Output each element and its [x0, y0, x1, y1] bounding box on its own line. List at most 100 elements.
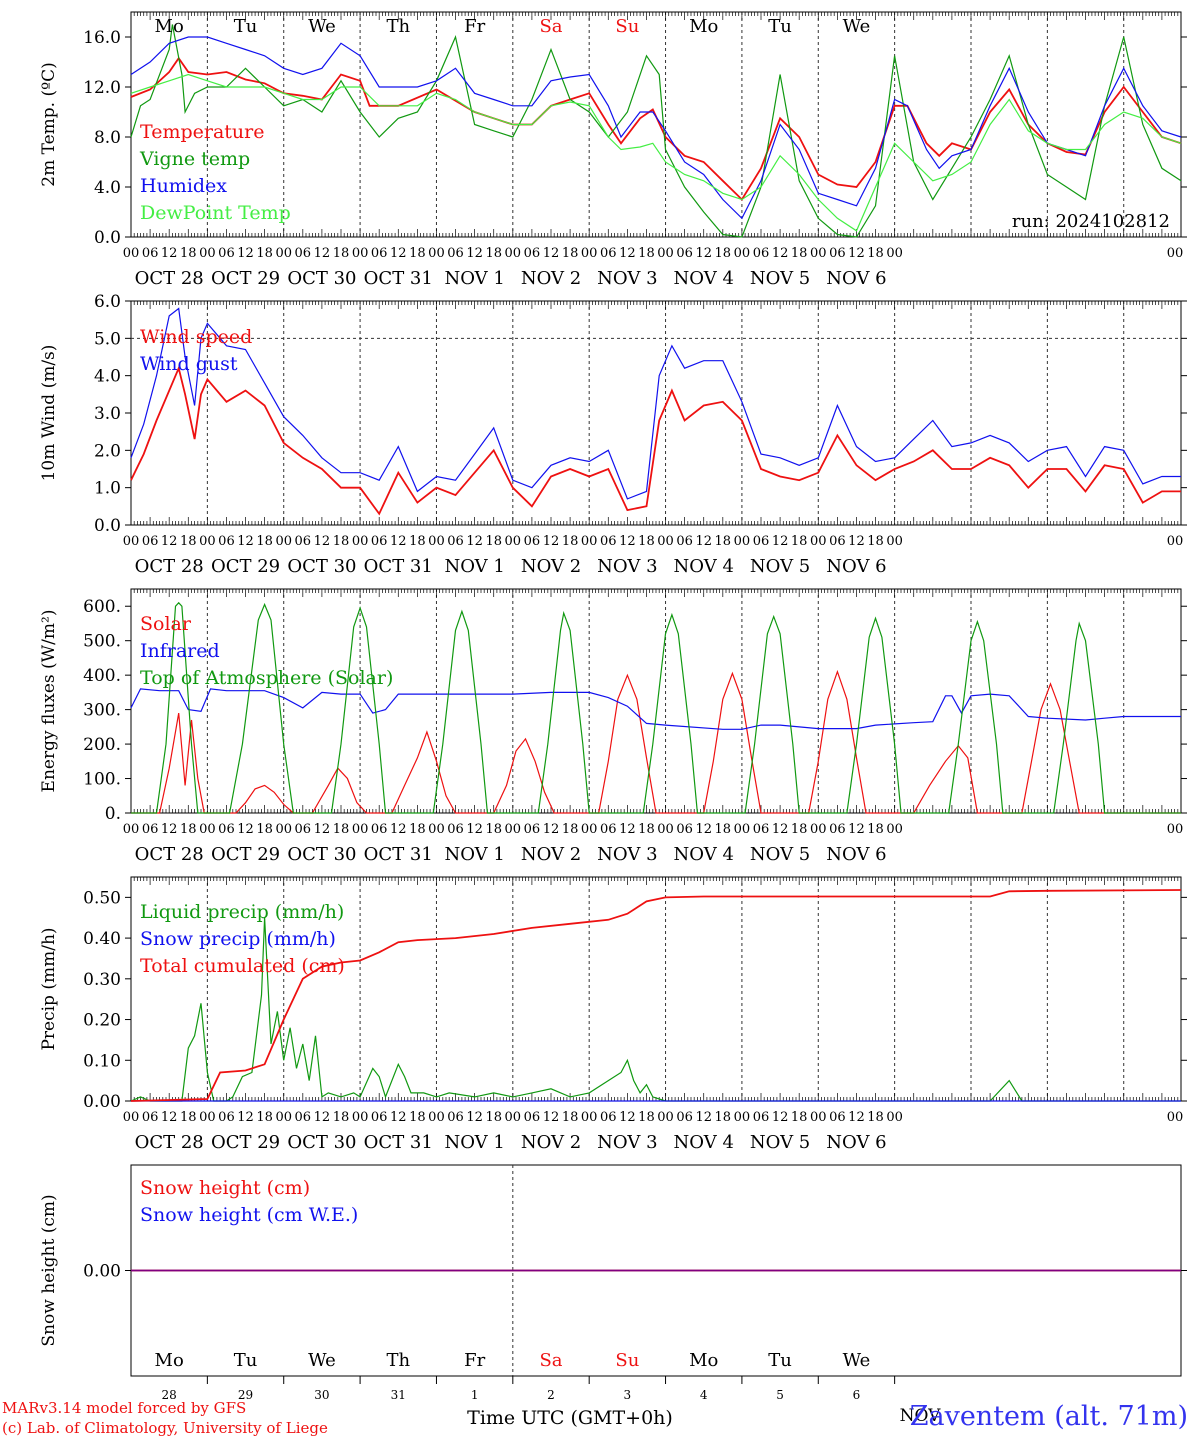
x-hour-label: 06 [218, 1110, 235, 1125]
x-hour-label: 18 [180, 246, 197, 261]
x-hour-label: 00 [275, 246, 292, 261]
x-hour-label: 12 [161, 534, 178, 549]
x-hour-label: 06 [142, 1110, 159, 1125]
month-label: NOV [900, 1406, 942, 1426]
x-hour-label: 00 [1167, 822, 1184, 837]
model-credit-line: MARv3.14 model forced by GFS [2, 1399, 247, 1417]
x-hour-label: 12 [390, 1110, 407, 1125]
x-day-label: NOV 1 [444, 1132, 504, 1153]
x-day-label: NOV 3 [597, 1132, 657, 1153]
x-hour-label: 00 [581, 246, 598, 261]
x-day-label: NOV 4 [674, 268, 734, 289]
y-axis-label: Snow height (cm) [39, 1194, 59, 1346]
legend-entry: Temperature [140, 121, 264, 143]
weekday-label: Fr [464, 1350, 485, 1371]
x-hour-label: 06 [295, 246, 312, 261]
x-hour-label: 06 [524, 534, 541, 549]
weekday-label: We [308, 1350, 336, 1371]
x-hour-label: 06 [524, 1110, 541, 1125]
x-hour-label: 00 [886, 534, 903, 549]
x-hour-label: 18 [791, 822, 808, 837]
day-number: 5 [776, 1388, 784, 1402]
x-hour-label: 18 [180, 1110, 197, 1125]
x-hour-label: 00 [886, 1110, 903, 1125]
x-hour-label: 18 [409, 246, 426, 261]
y-tick-label: 0.40 [83, 929, 121, 949]
x-hour-label: 06 [447, 534, 464, 549]
day-number: 6 [853, 1388, 861, 1402]
y-tick-label: 5.0 [94, 329, 121, 349]
x-hour-label: 12 [695, 246, 712, 261]
x-day-label: OCT 30 [287, 844, 356, 865]
x-hour-label: 12 [695, 822, 712, 837]
x-hour-label: 18 [562, 822, 579, 837]
series-line-temp-0 [130, 56, 1182, 201]
x-hour-label: 18 [562, 246, 579, 261]
x-day-label: OCT 29 [211, 1132, 280, 1153]
y-tick-label: 300. [83, 701, 121, 721]
x-day-label: OCT 29 [211, 844, 280, 865]
y-tick-label: 4.0 [94, 178, 121, 198]
x-hour-label: 00 [734, 1110, 751, 1125]
x-hour-label: 06 [295, 1110, 312, 1125]
x-hour-label: 00 [123, 822, 140, 837]
x-hour-label: 06 [371, 246, 388, 261]
x-day-label: NOV 3 [597, 268, 657, 289]
x-hour-label: 12 [543, 822, 560, 837]
y-tick-label: 16.0 [83, 28, 121, 48]
x-hour-label: 12 [390, 534, 407, 549]
y-tick-label: 0.0 [94, 516, 121, 536]
x-hour-label: 00 [657, 1110, 674, 1125]
x-hour-label: 00 [123, 1110, 140, 1125]
x-hour-label: 18 [409, 1110, 426, 1125]
x-day-label: NOV 5 [750, 844, 810, 865]
x-hour-label: 12 [772, 246, 789, 261]
x-day-label: NOV 1 [444, 556, 504, 577]
x-hour-label: 18 [715, 822, 732, 837]
weekday-label: Mo [155, 16, 184, 37]
weekday-label: Su [615, 1350, 639, 1371]
x-hour-label: 12 [619, 822, 636, 837]
x-hour-label: 06 [218, 822, 235, 837]
y-axis-label: Energy fluxes (W/m²) [39, 610, 59, 793]
x-hour-label: 00 [505, 1110, 522, 1125]
x-hour-label: 18 [715, 1110, 732, 1125]
x-hour-label: 18 [638, 822, 655, 837]
x-day-label: OCT 31 [364, 556, 433, 577]
day-number: 3 [624, 1388, 632, 1402]
x-hour-label: 12 [314, 246, 331, 261]
x-hour-label: 06 [371, 1110, 388, 1125]
day-number: 1 [471, 1388, 479, 1402]
x-hour-label: 06 [142, 822, 159, 837]
x-day-label: OCT 29 [211, 268, 280, 289]
weekday-label: Tu [234, 1350, 258, 1371]
x-hour-label: 06 [371, 822, 388, 837]
y-tick-label: 3.0 [94, 404, 121, 424]
y-axis-label: 2m Temp. (ºC) [39, 62, 59, 187]
panel-precip: 0.00 0.10 0.20 0.30 0.40 0.50 Precip (mm/h) Liq… [39, 876, 1187, 1153]
y-tick-label: 0.00 [83, 1092, 121, 1112]
x-hour-label: 12 [237, 822, 254, 837]
x-hour-label: 12 [619, 246, 636, 261]
panel-wind: 0.0 1.0 2.0 3.0 4.0 5.0 6.0 10m Wind (m/s) Wind … [39, 292, 1187, 577]
legend-entry: Top of Atmosphere (Solar) [140, 667, 393, 689]
x-hour-label: 00 [657, 822, 674, 837]
run-annotation: run: 2024102812 [1012, 211, 1170, 232]
x-hour-label: 00 [352, 246, 369, 261]
x-day-label: NOV 4 [674, 1132, 734, 1153]
x-hour-label: 00 [428, 534, 445, 549]
day-number: 2 [547, 1388, 555, 1402]
x-hour-label: 00 [810, 246, 827, 261]
x-hour-label: 18 [409, 822, 426, 837]
legend-entry: DewPoint Temp [140, 202, 291, 224]
x-hour-label: 12 [314, 534, 331, 549]
x-hour-label: 12 [772, 822, 789, 837]
x-hour-label: 06 [524, 246, 541, 261]
day-number: 28 [162, 1388, 177, 1402]
weekday-label: Su [615, 16, 639, 37]
x-hour-label: 18 [256, 1110, 273, 1125]
legend-entry: Vigne temp [139, 148, 250, 170]
x-hour-label: 18 [715, 246, 732, 261]
weekday-label: We [843, 16, 871, 37]
legend-entry: Liquid precip (mm/h) [140, 901, 344, 923]
